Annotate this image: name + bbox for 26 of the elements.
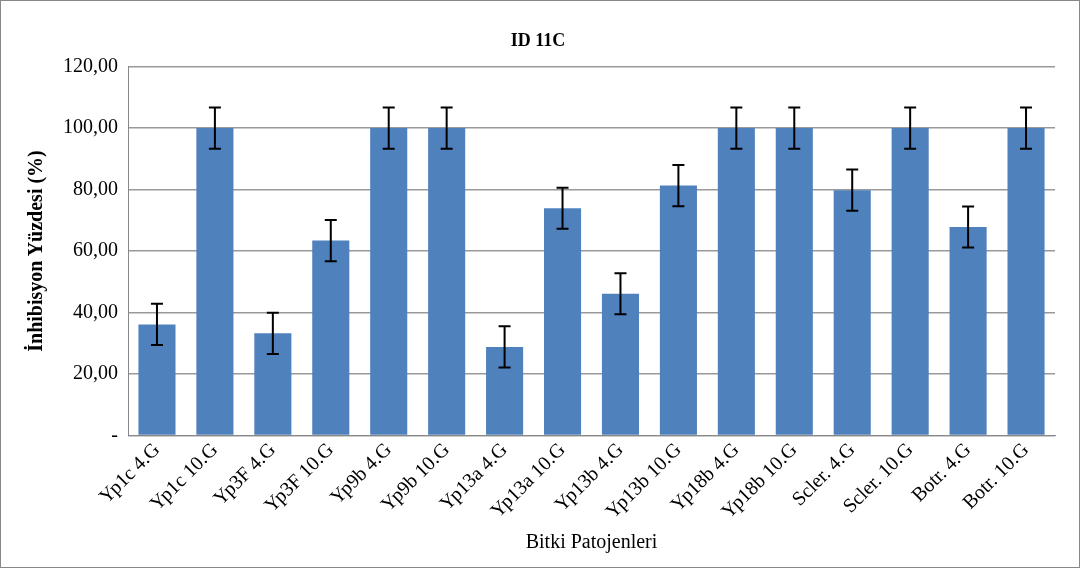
bar (775, 128, 813, 435)
y-tick-label: 80,00 (73, 176, 118, 199)
bar (138, 324, 176, 435)
bar (659, 185, 697, 435)
y-tick-label: 100,00 (63, 115, 118, 138)
bar (601, 293, 640, 435)
bar (254, 333, 292, 435)
bar (370, 128, 408, 435)
bar (196, 128, 234, 435)
y-tick-label: 120,00 (63, 53, 118, 76)
bar (717, 128, 755, 435)
bar (833, 190, 871, 435)
y-tick-label: 20,00 (73, 361, 118, 384)
y-tick-label: - (111, 422, 118, 445)
y-tick-label: 60,00 (73, 238, 118, 261)
x-axis-title: Bitki Patojenleri (525, 530, 658, 554)
bar (428, 128, 466, 435)
y-axis-title: İnhibisyon Yüzdesi (%) (23, 150, 48, 352)
bar (1007, 128, 1045, 435)
bar (949, 227, 987, 435)
bar (486, 346, 524, 435)
chart-title: ID 11C (510, 30, 566, 51)
bar (543, 208, 582, 435)
bar (312, 240, 350, 435)
bar (891, 128, 929, 435)
y-tick-label: 40,00 (73, 299, 118, 322)
